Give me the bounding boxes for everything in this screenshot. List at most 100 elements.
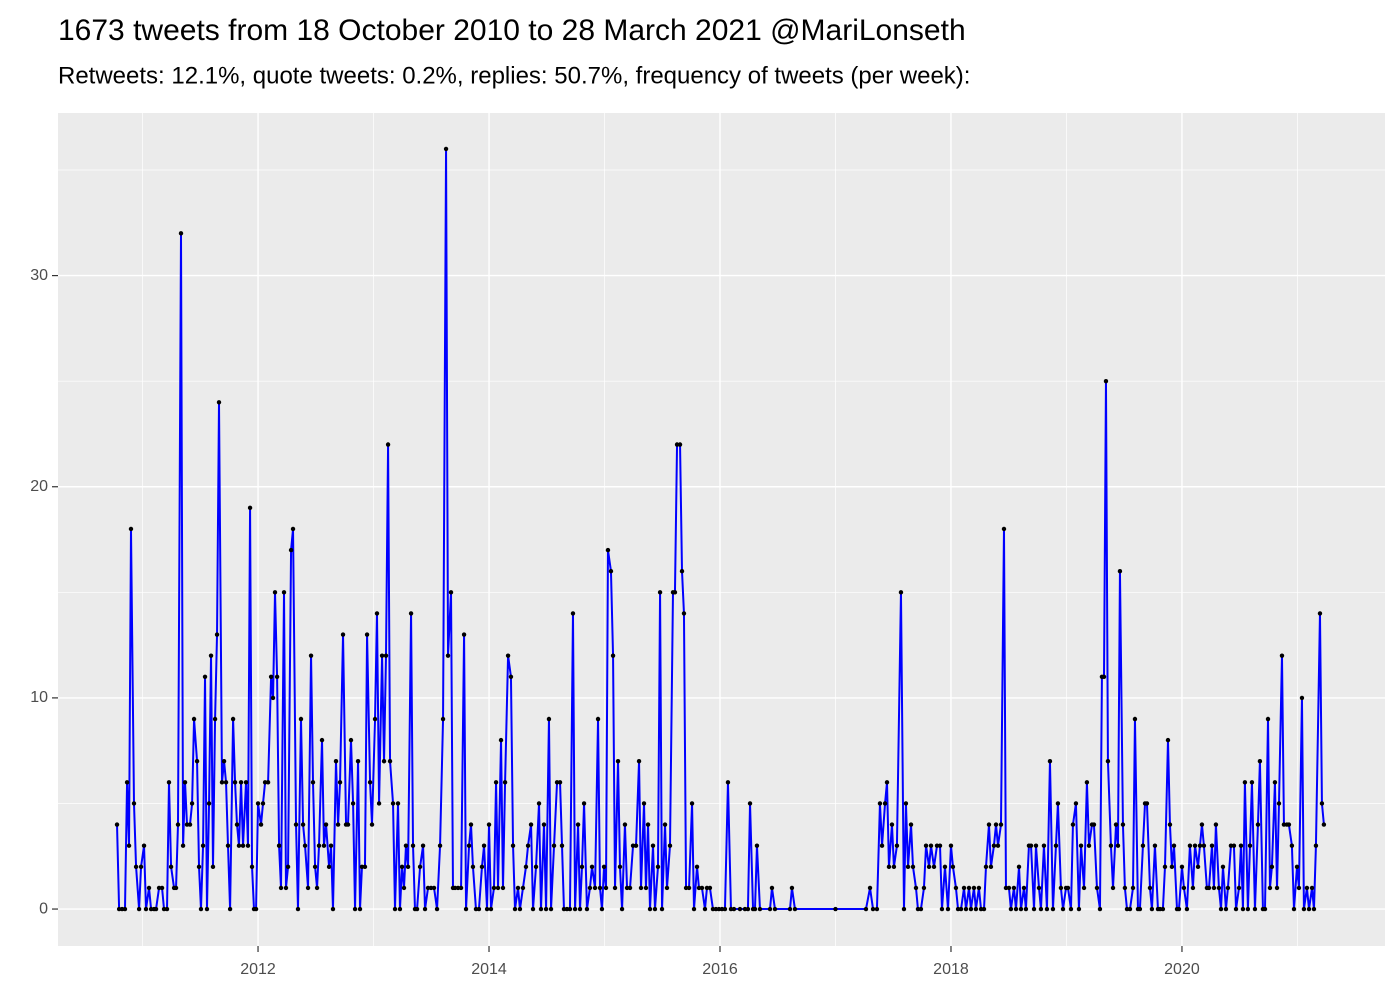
data-point [1249, 780, 1255, 785]
data-point [285, 864, 291, 870]
data-point [867, 885, 873, 891]
data-point [1181, 885, 1187, 891]
data-point [500, 885, 506, 891]
data-point [1197, 843, 1203, 848]
data-point [581, 801, 587, 806]
data-point [1147, 885, 1153, 891]
data-point [605, 547, 611, 553]
data-point [202, 674, 208, 679]
data-point [677, 442, 683, 447]
data-point [1238, 843, 1244, 848]
data-point [1218, 906, 1224, 912]
data-point [879, 843, 885, 848]
data-point [520, 885, 526, 891]
data-point [1269, 864, 1275, 870]
data-point [173, 885, 179, 891]
data-point [481, 843, 487, 848]
data-point [1105, 759, 1111, 764]
data-point [587, 885, 593, 891]
data-point [961, 885, 967, 891]
data-point [603, 885, 609, 891]
data-point [180, 843, 186, 848]
data-point [901, 906, 907, 912]
data-point [517, 906, 523, 912]
data-point [877, 801, 883, 806]
data-point [1068, 906, 1074, 912]
data-point [645, 822, 651, 827]
data-point [627, 885, 633, 891]
data-point [1103, 378, 1109, 384]
data-point [1225, 885, 1231, 891]
data-point [187, 822, 193, 827]
data-point [512, 906, 518, 912]
data-point [1113, 822, 1119, 827]
data-point [498, 737, 504, 743]
data-point [272, 590, 278, 595]
data-point [122, 906, 128, 912]
data-point [725, 780, 731, 785]
data-point [1299, 695, 1305, 701]
data-point [1060, 906, 1066, 912]
data-point [617, 864, 623, 870]
data-point [281, 590, 287, 595]
data-point [1317, 611, 1323, 616]
data-point [191, 716, 197, 722]
data-point [232, 780, 238, 785]
data-point [230, 716, 236, 722]
data-point [610, 653, 616, 658]
data-point [128, 526, 134, 532]
data-point [1304, 885, 1310, 891]
data-point [260, 801, 266, 806]
y-tick-label: 10 [30, 689, 48, 706]
x-tick-label: 2020 [1164, 961, 1200, 978]
data-point [238, 780, 244, 785]
data-point [505, 653, 511, 658]
data-point [265, 780, 271, 785]
data-point [528, 822, 534, 827]
data-point [1073, 801, 1079, 806]
data-point [298, 716, 304, 722]
data-point [133, 864, 139, 870]
data-point [1023, 906, 1029, 912]
data-point [551, 843, 557, 848]
data-point [1058, 885, 1064, 891]
data-point [1236, 885, 1242, 891]
data-point [240, 843, 246, 848]
data-point [536, 801, 542, 806]
data-point [769, 885, 775, 891]
x-tick-label: 2018 [933, 961, 969, 978]
data-point [392, 906, 398, 912]
data-point [491, 885, 497, 891]
data-point [243, 780, 249, 785]
data-point [278, 885, 284, 891]
data-point [1231, 843, 1237, 848]
data-point [355, 759, 361, 764]
data-point [884, 780, 890, 785]
data-point [908, 822, 914, 827]
x-tick-label: 2016 [702, 961, 738, 978]
data-point [599, 906, 605, 912]
data-point [745, 906, 751, 912]
data-point [495, 885, 501, 891]
data-point [993, 822, 999, 827]
data-point [983, 864, 989, 870]
data-point [1084, 780, 1090, 785]
data-point [905, 864, 911, 870]
data-point [1321, 822, 1327, 827]
data-point [530, 906, 536, 912]
data-point [166, 780, 172, 785]
data-point [397, 906, 403, 912]
data-point [918, 906, 924, 912]
data-point [863, 906, 869, 912]
data-point [657, 590, 663, 595]
data-point [575, 822, 581, 827]
data-point [1176, 906, 1182, 912]
data-point [300, 822, 306, 827]
data-point [249, 864, 255, 870]
data-point [633, 843, 639, 848]
data-point [323, 822, 329, 827]
data-point [953, 885, 959, 891]
data-point [1041, 843, 1047, 848]
data-point [178, 231, 184, 236]
data-point [493, 780, 499, 785]
